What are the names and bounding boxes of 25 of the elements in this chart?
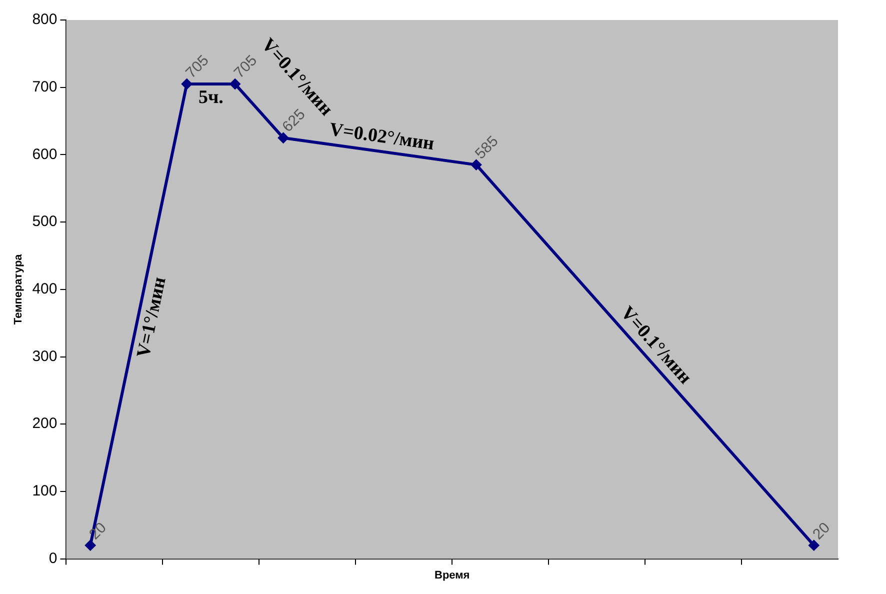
point (808, 540, 820, 551)
annotation: V=0.02°/мин (328, 119, 436, 155)
y-tick-label: 400 (32, 280, 58, 298)
data-label: 705 (182, 52, 212, 82)
point (181, 78, 192, 90)
y-tick-label: 500 (32, 213, 58, 230)
point (84, 540, 96, 551)
y-tick-label: 200 (32, 415, 58, 432)
data-label: 20 (810, 519, 834, 544)
y-tick-label: 700 (32, 78, 58, 96)
data-label: 705 (230, 52, 261, 82)
data-label: 20 (86, 519, 110, 544)
annotation: V=1°/мин (133, 275, 170, 360)
y-tick-label: 0 (48, 550, 58, 567)
y-axis-title: Температура (12, 253, 25, 325)
point (278, 132, 289, 144)
y-tick-label: 300 (32, 348, 58, 365)
y-tick-label: 800 (32, 11, 58, 28)
point (470, 159, 482, 170)
point (230, 78, 241, 90)
data-label: 585 (472, 132, 502, 163)
y-tick-label: 600 (32, 146, 58, 163)
x-axis-title: Время (434, 569, 470, 582)
y-tick-label: 100 (32, 482, 58, 500)
annotation: 5ч. (198, 86, 224, 108)
